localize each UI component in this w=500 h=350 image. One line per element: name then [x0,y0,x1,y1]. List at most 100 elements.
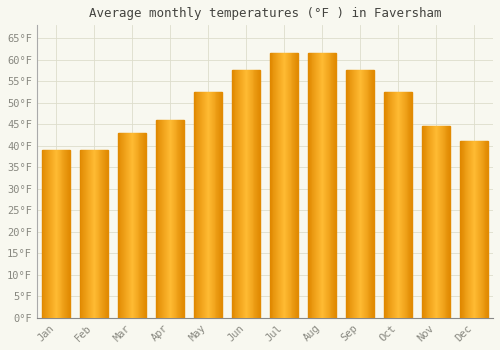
Bar [163,120,164,318]
Bar [308,53,310,318]
Bar [176,120,178,318]
Bar [94,150,95,318]
Bar [432,126,433,318]
Bar [270,53,272,318]
Bar [200,92,201,318]
Bar [296,53,297,318]
Bar [242,70,243,318]
Bar [354,70,355,318]
Bar [280,53,281,318]
Bar [364,70,366,318]
Bar [326,53,328,318]
Bar [207,92,208,318]
Bar [428,126,430,318]
Bar [402,92,403,318]
Bar [482,141,484,318]
Bar [332,53,334,318]
Bar [247,70,248,318]
Bar [396,92,397,318]
Bar [386,92,388,318]
Bar [46,150,48,318]
Bar [357,70,358,318]
Bar [66,150,67,318]
Bar [256,70,258,318]
Bar [127,133,128,318]
Title: Average monthly temperatures (°F ) in Faversham: Average monthly temperatures (°F ) in Fa… [88,7,441,20]
Bar [286,53,287,318]
Bar [297,53,298,318]
Bar [169,120,170,318]
Bar [124,133,125,318]
Bar [480,141,482,318]
Bar [93,150,94,318]
Bar [366,70,368,318]
Bar [370,70,372,318]
Bar [178,120,180,318]
Bar [244,70,245,318]
Bar [95,150,96,318]
Bar [64,150,66,318]
Bar [44,150,46,318]
Bar [180,120,182,318]
Bar [130,133,131,318]
Bar [100,150,102,318]
Bar [203,92,204,318]
Bar [55,150,56,318]
Bar [324,53,325,318]
Bar [60,150,62,318]
Bar [208,92,209,318]
Bar [359,70,360,318]
Bar [395,92,396,318]
Bar [48,150,49,318]
Bar [410,92,412,318]
Bar [118,133,120,318]
Bar [477,141,478,318]
Bar [51,150,52,318]
Bar [478,141,479,318]
Bar [486,141,488,318]
Bar [246,70,247,318]
Bar [49,150,50,318]
Bar [82,150,84,318]
Bar [426,126,428,318]
Bar [236,70,238,318]
Bar [464,141,466,318]
Bar [272,53,274,318]
Bar [96,150,98,318]
Bar [128,133,129,318]
Bar [404,92,406,318]
Bar [442,126,444,318]
Bar [50,150,51,318]
Bar [58,150,59,318]
Bar [361,70,362,318]
Bar [322,53,323,318]
Bar [92,150,93,318]
Bar [205,92,206,318]
Bar [210,92,211,318]
Bar [356,70,357,318]
Bar [471,141,472,318]
Bar [245,70,246,318]
Bar [350,70,352,318]
Bar [437,126,438,318]
Bar [472,141,473,318]
Bar [183,120,184,318]
Bar [87,150,88,318]
Bar [334,53,336,318]
Bar [384,92,386,318]
Bar [408,92,410,318]
Bar [249,70,250,318]
Bar [473,141,474,318]
Bar [202,92,203,318]
Bar [479,141,480,318]
Bar [167,120,168,318]
Bar [310,53,312,318]
Bar [171,120,172,318]
Bar [321,53,322,318]
Bar [290,53,292,318]
Bar [232,70,234,318]
Bar [248,70,249,318]
Bar [460,141,462,318]
Bar [125,133,126,318]
Bar [126,133,127,318]
